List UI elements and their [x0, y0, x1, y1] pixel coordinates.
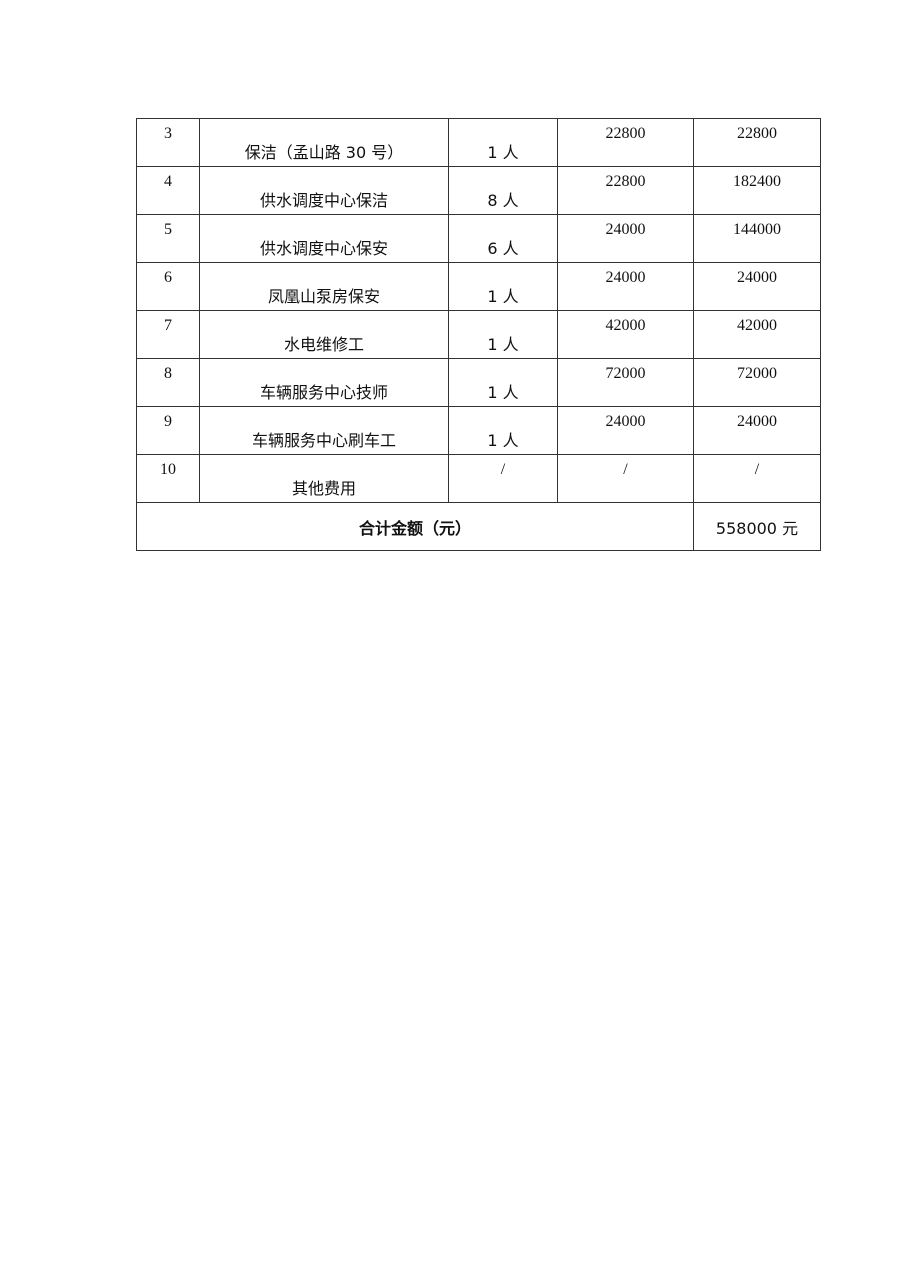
table-row: 4 供水调度中心保洁 8 人 22800 182400 — [136, 166, 821, 215]
item-name: 其他费用 — [199, 454, 449, 503]
table-row: 6 凤凰山泵房保安 1 人 24000 24000 — [136, 262, 821, 311]
item-name: 车辆服务中心技师 — [199, 358, 449, 407]
headcount: 1 人 — [448, 406, 558, 455]
item-name: 保洁（孟山路 30 号） — [199, 118, 449, 167]
amount: 182400 — [693, 166, 821, 215]
cost-table: 3 保洁（孟山路 30 号） 1 人 22800 22800 4 供水调度中心保洁 8 人 22… — [136, 118, 821, 551]
amount: 24000 — [693, 262, 821, 311]
headcount: 1 人 — [448, 262, 558, 311]
headcount: / — [448, 454, 558, 503]
row-number: 10 — [136, 454, 200, 503]
total-row: 合计金额（元） 558000 元 — [136, 502, 821, 551]
table-row: 8 车辆服务中心技师 1 人 72000 72000 — [136, 358, 821, 407]
row-number: 7 — [136, 310, 200, 359]
row-number: 9 — [136, 406, 200, 455]
table-row: 10 其他费用 / / / — [136, 454, 821, 503]
row-number: 6 — [136, 262, 200, 311]
headcount: 6 人 — [448, 214, 558, 263]
unit-price: 22800 — [557, 118, 694, 167]
amount: 42000 — [693, 310, 821, 359]
unit-price: / — [557, 454, 694, 503]
unit-price: 42000 — [557, 310, 694, 359]
unit-price: 72000 — [557, 358, 694, 407]
row-number: 8 — [136, 358, 200, 407]
unit-price: 24000 — [557, 262, 694, 311]
headcount: 8 人 — [448, 166, 558, 215]
item-name: 车辆服务中心刷车工 — [199, 406, 449, 455]
row-number: 5 — [136, 214, 200, 263]
total-value: 558000 元 — [693, 502, 821, 551]
unit-price: 24000 — [557, 214, 694, 263]
row-number: 4 — [136, 166, 200, 215]
amount: 24000 — [693, 406, 821, 455]
unit-price: 24000 — [557, 406, 694, 455]
headcount: 1 人 — [448, 118, 558, 167]
table-row: 3 保洁（孟山路 30 号） 1 人 22800 22800 — [136, 118, 821, 167]
amount: 22800 — [693, 118, 821, 167]
item-name: 凤凰山泵房保安 — [199, 262, 449, 311]
row-number: 3 — [136, 118, 200, 167]
total-label: 合计金额（元） — [136, 502, 694, 551]
unit-price: 22800 — [557, 166, 694, 215]
headcount: 1 人 — [448, 358, 558, 407]
item-name: 水电维修工 — [199, 310, 449, 359]
amount: / — [693, 454, 821, 503]
headcount: 1 人 — [448, 310, 558, 359]
item-name: 供水调度中心保安 — [199, 214, 449, 263]
table-row: 7 水电维修工 1 人 42000 42000 — [136, 310, 821, 359]
table-row: 5 供水调度中心保安 6 人 24000 144000 — [136, 214, 821, 263]
table-row: 9 车辆服务中心刷车工 1 人 24000 24000 — [136, 406, 821, 455]
item-name: 供水调度中心保洁 — [199, 166, 449, 215]
amount: 144000 — [693, 214, 821, 263]
amount: 72000 — [693, 358, 821, 407]
